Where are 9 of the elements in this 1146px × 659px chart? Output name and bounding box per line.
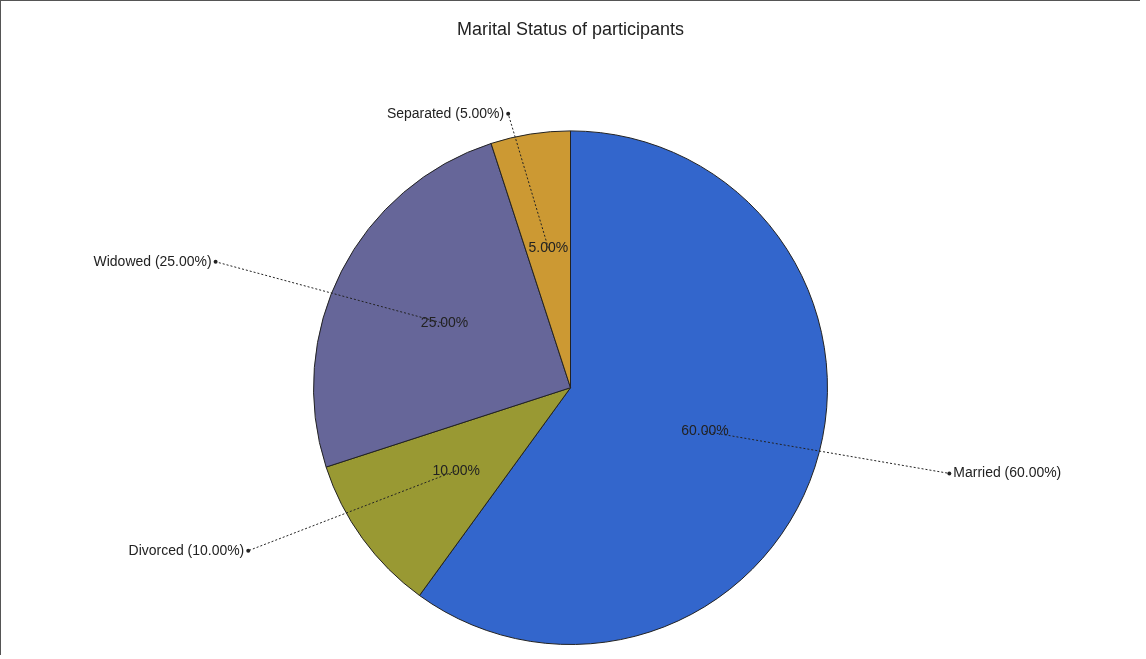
slice-label: Widowed (25.00%) — [93, 252, 212, 269]
data-label: 5.00% — [528, 239, 569, 256]
slice-label: Married (60.00%) — [953, 464, 1062, 481]
data-label: 10.00% — [432, 461, 480, 478]
data-label: 25.00% — [420, 314, 469, 331]
slice-label: Divorced (10.00%) — [128, 541, 245, 558]
chart-title: Marital Status of participants — [457, 18, 684, 39]
slice-label: Separated (5.00%) — [386, 104, 505, 121]
data-label: 60.00% — [681, 422, 729, 439]
